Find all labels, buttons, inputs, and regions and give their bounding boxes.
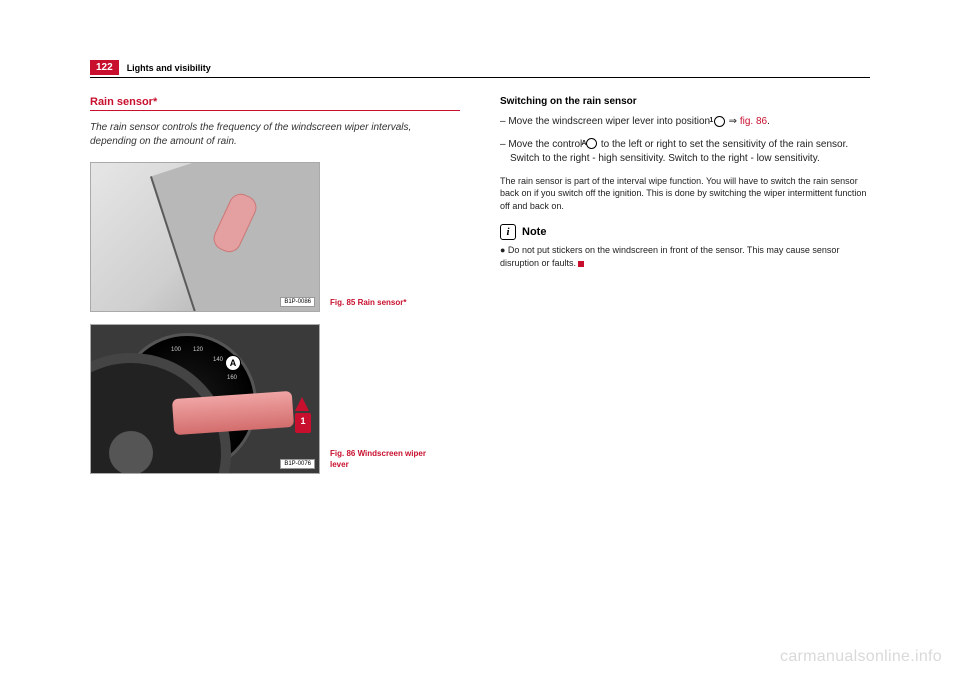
figure-85-group: B1P-0086 Fig. 85 Rain sensor*	[90, 162, 460, 312]
inline-callout-a: A	[586, 138, 597, 149]
speedo-num: 120	[193, 347, 203, 353]
right-column: Switching on the rain sensor – Move the …	[500, 96, 870, 486]
figure-86-caption: Fig. 86 Windscreen wiper lever	[330, 449, 440, 470]
note-label: Note	[522, 226, 546, 238]
page-root: 122 Lights and visibility Rain sensor* T…	[0, 0, 960, 506]
body-paragraph: The rain sensor is part of the interval …	[500, 175, 870, 213]
figure-86-image: 20 40 60 80 100 120 140 160 180 A 1	[90, 324, 320, 474]
end-square-icon	[578, 261, 584, 267]
fig-ref-86: fig. 86	[740, 116, 767, 127]
step-2-text-a: – Move the control	[500, 139, 585, 150]
figure-86-group: 20 40 60 80 100 120 140 160 180 A 1	[90, 324, 460, 474]
fig86-wiper-lever	[172, 391, 294, 435]
step-1-arrow: ⇒	[726, 116, 740, 127]
figure-85-code: B1P-0086	[280, 297, 315, 307]
step-1-text-a: – Move the windscreen wiper lever into p…	[500, 116, 713, 127]
header-title: Lights and visibility	[127, 63, 211, 73]
step-2: – Move the control A to the left or righ…	[500, 138, 870, 167]
figure-85-image: B1P-0086	[90, 162, 320, 312]
left-column: Rain sensor* The rain sensor controls th…	[90, 96, 460, 486]
step-1: – Move the windscreen wiper lever into p…	[500, 115, 870, 130]
figure-86-code: B1P-0076	[280, 459, 315, 469]
content-columns: Rain sensor* The rain sensor controls th…	[90, 96, 870, 486]
step-1-text-c: .	[767, 116, 770, 127]
section-intro: The rain sensor controls the frequency o…	[90, 121, 460, 148]
fig86-callout-1: 1	[295, 413, 311, 433]
page-header: 122 Lights and visibility	[90, 60, 870, 78]
info-icon: i	[500, 224, 516, 240]
note-header: i Note	[500, 224, 870, 240]
section-title: Rain sensor*	[90, 96, 460, 111]
speedo-num: 140	[213, 357, 223, 363]
fig86-callout-a: A	[225, 355, 241, 371]
speedo-num: 160	[227, 375, 237, 381]
page-number-badge: 122	[90, 60, 119, 75]
speedo-num: 100	[171, 347, 181, 353]
watermark: carmanualsonline.info	[780, 648, 942, 666]
note-bullet: ● Do not put stickers on the windscreen …	[500, 244, 870, 269]
subheading: Switching on the rain sensor	[500, 96, 870, 107]
note-bullet-text: ● Do not put stickers on the windscreen …	[500, 245, 839, 268]
inline-callout-1: 1	[714, 116, 725, 127]
figure-85-caption: Fig. 85 Rain sensor*	[330, 298, 406, 308]
fig86-arrow-icon	[295, 397, 309, 411]
